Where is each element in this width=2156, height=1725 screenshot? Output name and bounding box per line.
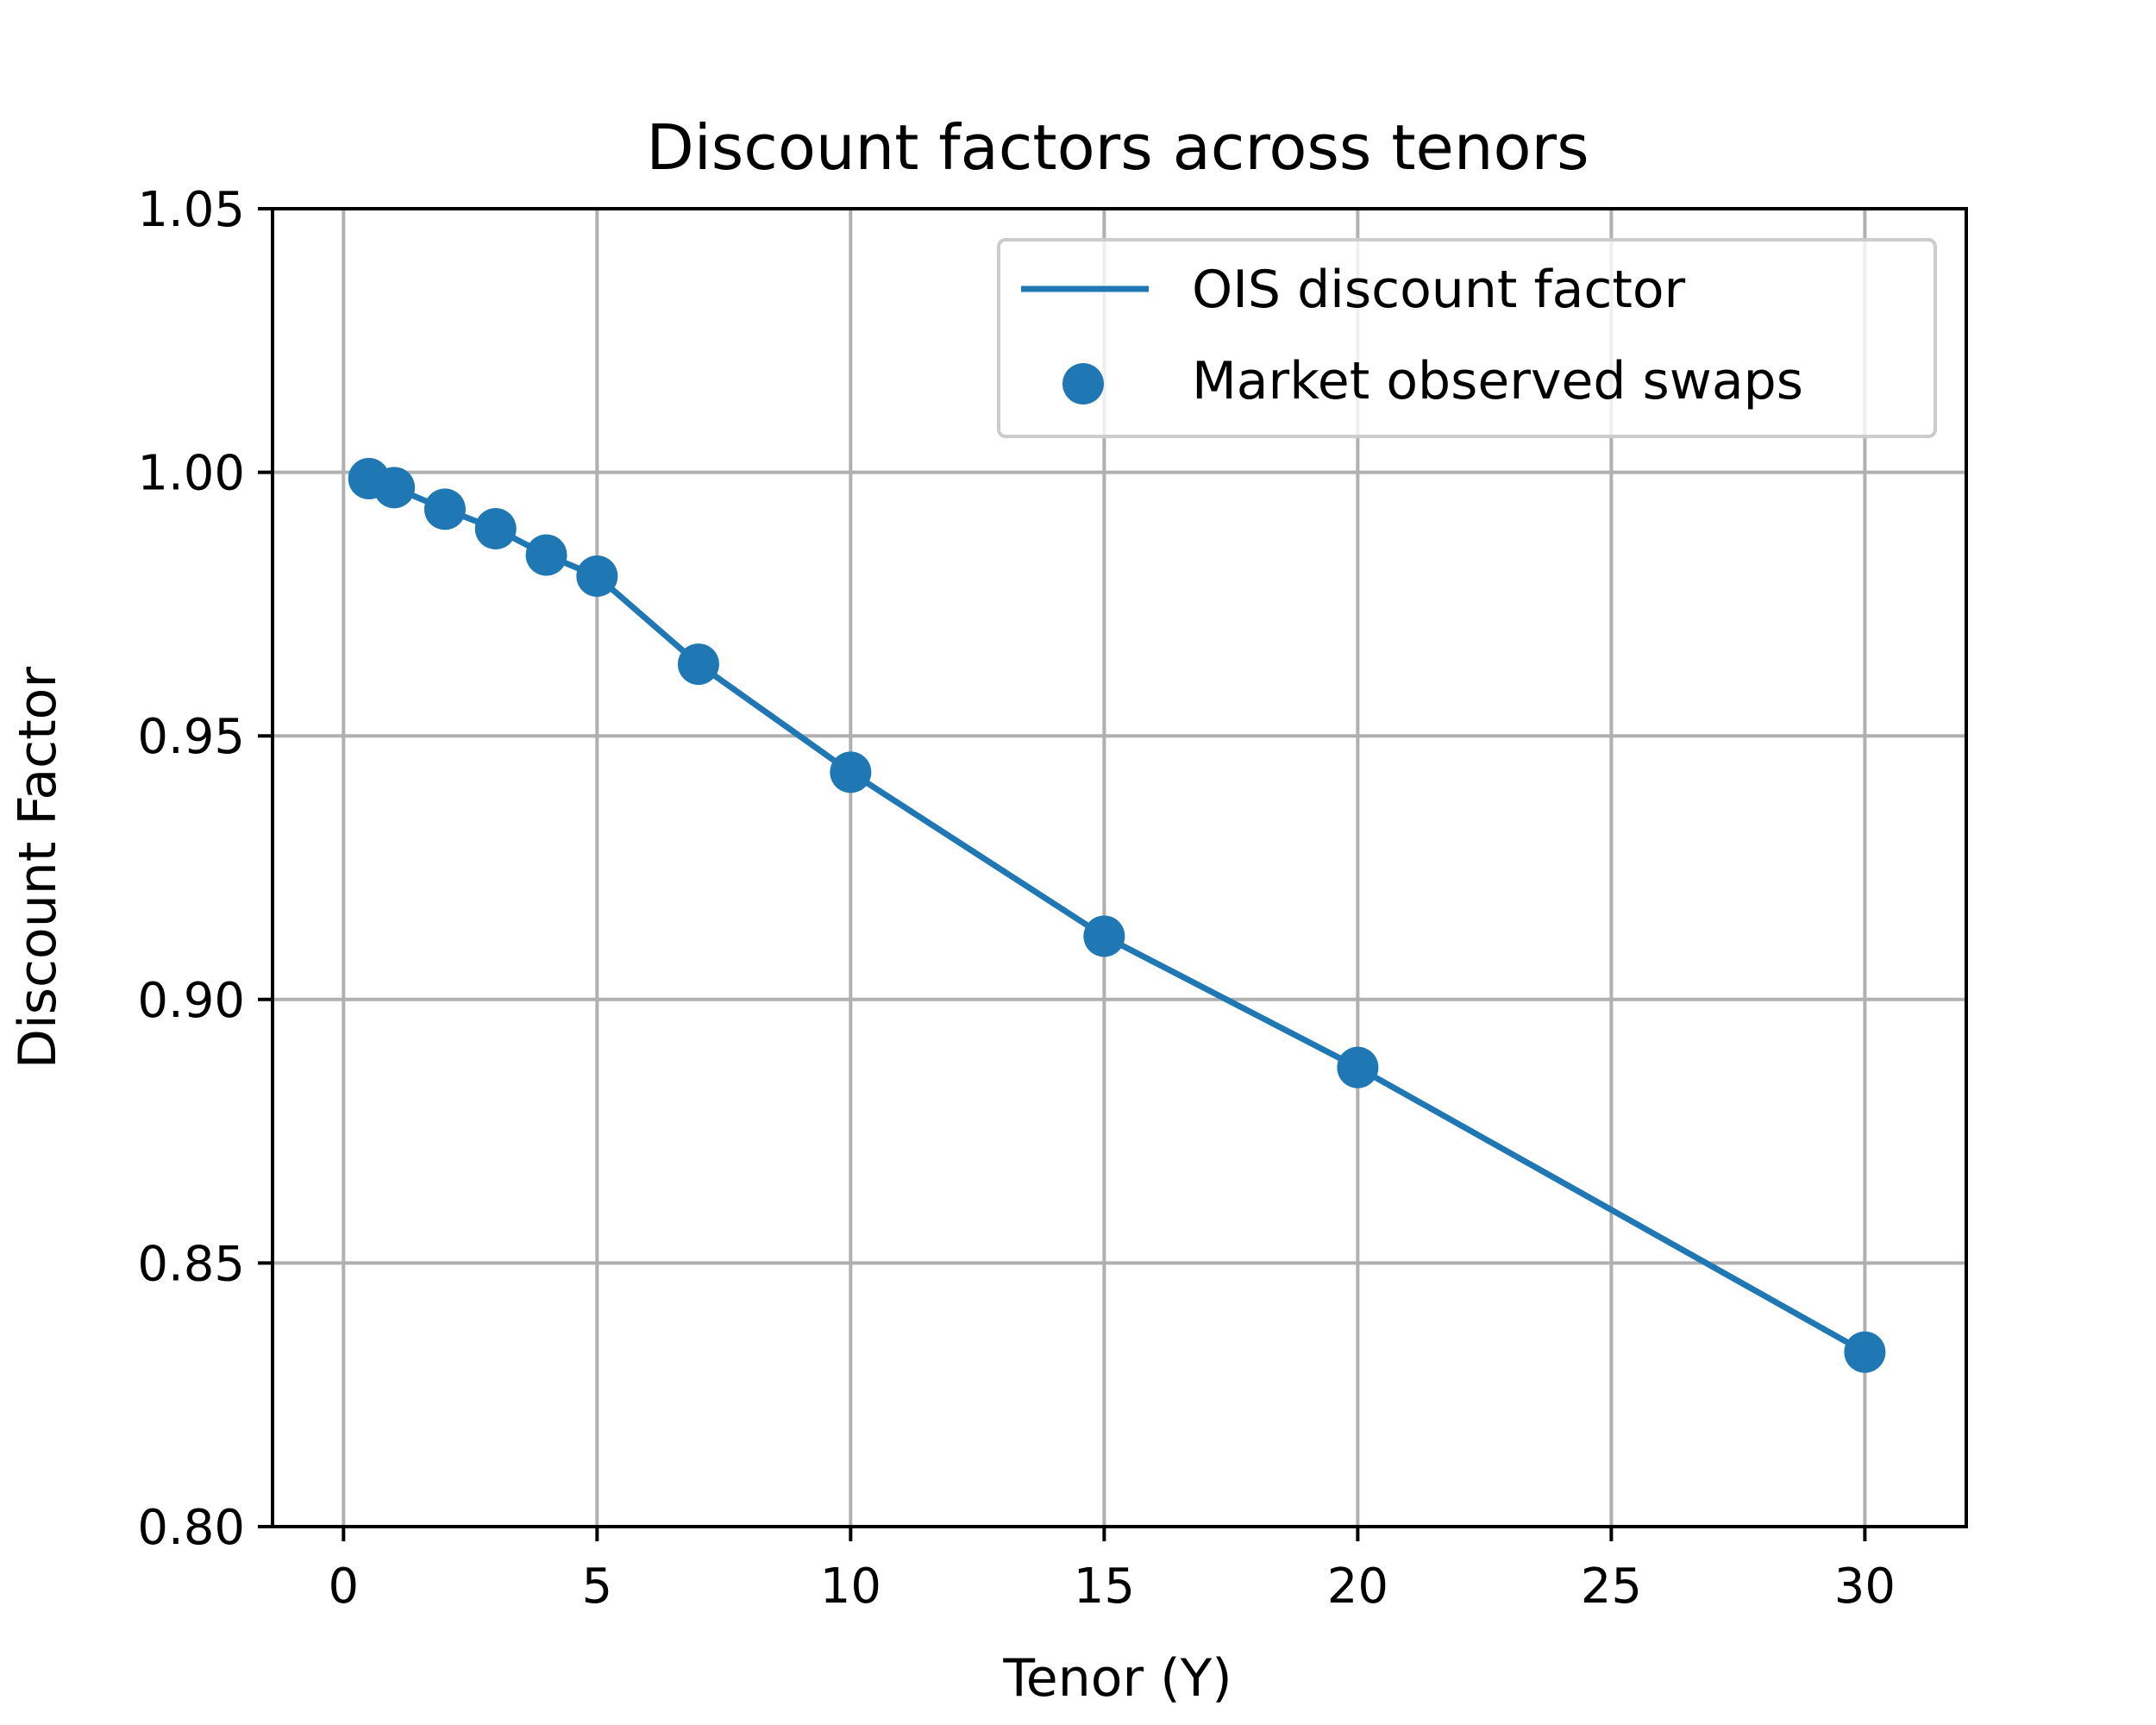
y-axis-label: Discount Factor: [8, 667, 68, 1069]
legend-frame: [997, 238, 1937, 438]
market-swap-point: [576, 555, 618, 598]
x-tick-label: 0: [329, 1559, 360, 1615]
legend-marker-swatch: [1062, 363, 1104, 405]
legend: OIS discount factor Market observed swap…: [997, 238, 1937, 438]
market-swap-point: [677, 643, 719, 686]
y-tick-label: 0.85: [137, 1236, 245, 1292]
plot-frame: [271, 207, 1968, 1528]
axis-ticks: 0 5 10 15 20 25 30 0.80 0.85 0.90 0.95 1.00 1.05: [137, 182, 1896, 1615]
y-tick-label: 1.00: [137, 446, 245, 502]
x-tick-label: 20: [1327, 1559, 1388, 1615]
legend-label-ois: OIS discount factor: [1192, 260, 1686, 320]
x-axis-label: Tenor (Y): [1002, 1648, 1232, 1709]
y-tick-label: 1.05: [137, 182, 245, 238]
market-swap-point: [1083, 915, 1125, 957]
x-tick-label: 10: [820, 1559, 881, 1615]
market-swap-point: [830, 751, 872, 794]
y-tick-label: 0.95: [137, 709, 245, 765]
legend-label-market-swaps: Market observed swaps: [1192, 351, 1803, 411]
x-tick-label: 5: [582, 1559, 613, 1615]
x-tick-label: 15: [1074, 1559, 1135, 1615]
y-tick-label: 0.80: [137, 1500, 245, 1556]
market-swap-point: [1337, 1046, 1379, 1088]
market-swap-point: [423, 488, 466, 530]
market-swap-point: [525, 534, 567, 576]
x-tick-label: 30: [1834, 1559, 1896, 1615]
market-swap-point: [474, 507, 517, 549]
market-swap-point: [373, 467, 416, 509]
y-tick-label: 0.90: [137, 973, 245, 1029]
chart-title: Discount factors across tenors: [646, 111, 1589, 184]
x-tick-label: 25: [1581, 1559, 1642, 1615]
market-swap-point: [1844, 1331, 1886, 1373]
series-layer: [348, 457, 1886, 1373]
